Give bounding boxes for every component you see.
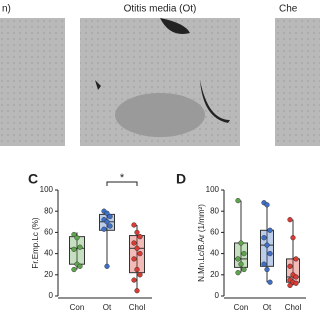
y-tick-label: 0 bbox=[49, 291, 54, 300]
data-point bbox=[104, 210, 110, 216]
data-point bbox=[77, 244, 83, 250]
data-point bbox=[131, 277, 137, 283]
data-point bbox=[241, 251, 247, 257]
data-point bbox=[238, 240, 244, 246]
y-tick-label: 80 bbox=[210, 206, 219, 215]
y-axis-label: Fr.Emp.Lc (%) bbox=[31, 217, 40, 268]
panel-label: C bbox=[28, 171, 38, 187]
y-axis-label: N.Mn.Lc/B.Ar (1/mm²) bbox=[197, 204, 206, 282]
data-point bbox=[238, 261, 244, 267]
image-title: Che bbox=[279, 4, 298, 15]
data-point bbox=[134, 288, 140, 294]
data-point bbox=[137, 234, 143, 240]
data-point bbox=[131, 240, 137, 246]
data-point bbox=[241, 266, 247, 273]
data-point bbox=[264, 202, 270, 208]
significance-label: * bbox=[120, 172, 125, 184]
micrograph bbox=[0, 18, 65, 146]
data-point bbox=[235, 256, 241, 262]
data-point bbox=[134, 266, 140, 273]
data-point bbox=[131, 256, 137, 262]
y-tick-label: 20 bbox=[44, 270, 53, 279]
data-point bbox=[267, 251, 273, 257]
data-point bbox=[77, 263, 83, 269]
x-tick-label: Chol bbox=[129, 303, 146, 312]
y-tick-label: 40 bbox=[44, 249, 53, 258]
x-tick-label: Chol bbox=[285, 303, 302, 312]
data-point bbox=[134, 245, 140, 251]
data-point bbox=[107, 223, 113, 229]
data-point bbox=[137, 272, 143, 278]
data-point bbox=[293, 280, 299, 286]
data-point bbox=[287, 263, 293, 269]
y-tick-label: 60 bbox=[210, 228, 219, 237]
y-tick-label: 0 bbox=[215, 291, 220, 300]
data-point bbox=[101, 226, 107, 232]
data-point bbox=[134, 229, 140, 236]
image-title: n) bbox=[2, 4, 11, 15]
data-point bbox=[71, 246, 77, 252]
x-tick-label: Con bbox=[70, 303, 85, 312]
image-title: Otitis media (Ot) bbox=[124, 4, 197, 15]
data-point bbox=[131, 222, 137, 228]
y-tick-label: 60 bbox=[44, 228, 53, 237]
data-point bbox=[287, 217, 293, 223]
panel-label: D bbox=[176, 171, 186, 187]
data-point bbox=[71, 266, 77, 273]
data-point bbox=[261, 261, 267, 267]
data-point bbox=[107, 213, 113, 220]
data-point bbox=[267, 279, 273, 285]
x-tick-label: Ot bbox=[103, 303, 112, 312]
y-tick-label: 100 bbox=[206, 185, 220, 194]
micrograph bbox=[275, 18, 320, 146]
data-point bbox=[264, 242, 270, 248]
data-point bbox=[290, 235, 296, 241]
y-tick-label: 20 bbox=[210, 270, 219, 279]
data-point bbox=[235, 198, 241, 204]
y-tick-label: 100 bbox=[40, 185, 54, 194]
data-point bbox=[261, 235, 267, 241]
significance-bracket bbox=[106, 181, 138, 186]
y-tick-label: 80 bbox=[44, 206, 53, 215]
x-tick-label: Ot bbox=[263, 303, 272, 312]
data-point bbox=[293, 274, 299, 280]
data-point bbox=[267, 227, 273, 233]
data-point bbox=[104, 219, 110, 225]
y-tick-label: 40 bbox=[210, 249, 219, 258]
data-point bbox=[74, 235, 80, 241]
data-point bbox=[104, 263, 110, 269]
data-point bbox=[235, 270, 241, 276]
micrograph-detail bbox=[115, 93, 205, 137]
x-tick-label: Con bbox=[234, 303, 249, 312]
data-point bbox=[137, 251, 143, 257]
data-point bbox=[293, 256, 299, 262]
data-point bbox=[264, 266, 270, 273]
data-point bbox=[287, 282, 293, 289]
data-point bbox=[71, 231, 77, 238]
